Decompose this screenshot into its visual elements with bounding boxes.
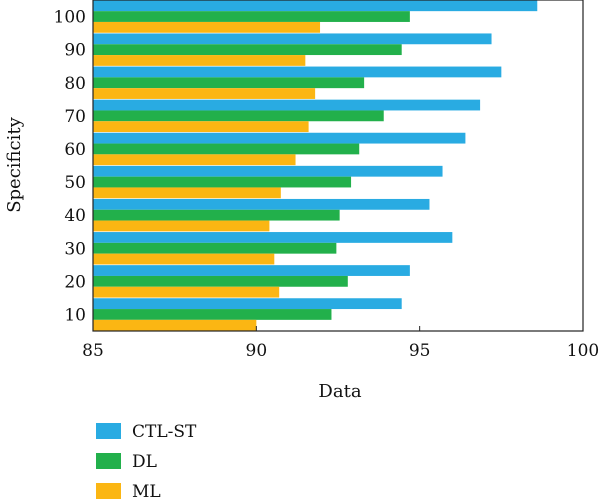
y-tick-label-60: 60 <box>64 140 86 160</box>
bar-dl-70 <box>93 110 384 122</box>
bar-ml-10 <box>93 319 257 331</box>
bar-ml-60 <box>93 154 296 166</box>
bar-ctl-st-40 <box>93 198 430 210</box>
x-tick-label-100: 100 <box>567 341 599 361</box>
bar-ctl-st-60 <box>93 132 466 144</box>
y-tick-label-90: 90 <box>64 41 86 61</box>
bar-ctl-st-10 <box>93 298 402 310</box>
legend-swatch-ctl-st <box>96 423 121 439</box>
plot-frame <box>92 0 584 332</box>
bar-dl-90 <box>93 44 402 56</box>
bar-ml-100 <box>93 21 321 33</box>
x-axis-title: Data <box>318 381 361 402</box>
y-tick-label-20: 20 <box>64 272 86 292</box>
y-tick-label-10: 10 <box>64 305 86 325</box>
legend-swatch-ml <box>96 483 121 499</box>
legend-label-ctl-st: CTL-ST <box>132 422 197 442</box>
bar-ctl-st-20 <box>93 265 410 276</box>
bar-ctl-st-50 <box>93 165 443 177</box>
bar-dl-40 <box>93 209 340 221</box>
y-axis-title: Specificity <box>4 116 25 212</box>
x-tick-label-90: 90 <box>246 341 268 361</box>
x-tick-label-95: 95 <box>409 341 431 361</box>
y-tick-label-70: 70 <box>64 107 86 127</box>
x-tick-label-85: 85 <box>82 341 104 361</box>
bar-ml-20 <box>93 286 280 298</box>
legend-label-dl: DL <box>132 452 157 472</box>
y-tick-label-100: 100 <box>54 8 86 28</box>
bar-ml-50 <box>93 187 281 199</box>
y-axis-ticks: 10 20 30 40 50 60 70 80 90 100 <box>54 8 86 326</box>
y-tick-label-40: 40 <box>64 206 86 226</box>
y-tick-label-50: 50 <box>64 173 86 193</box>
bar-ml-30 <box>93 253 275 265</box>
bar-ctl-st-30 <box>93 232 453 243</box>
bar-ctl-st-100 <box>93 0 538 12</box>
bar-dl-30 <box>93 242 337 254</box>
legend-swatch-dl <box>96 453 121 469</box>
bar-ctl-st-70 <box>93 99 481 111</box>
bar-ml-80 <box>93 88 316 99</box>
bar-ctl-st-90 <box>93 33 492 45</box>
bar-dl-60 <box>93 143 360 155</box>
legend-label-ml: ML <box>132 482 161 501</box>
bar-dl-50 <box>93 176 352 188</box>
bars-layer <box>93 0 538 331</box>
bar-ctl-st-80 <box>93 66 502 78</box>
bar-dl-100 <box>93 11 410 22</box>
legend: CTL-ST DL ML <box>96 422 197 501</box>
y-tick-label-80: 80 <box>64 74 86 94</box>
x-axis-ticks: 85 90 95 100 <box>82 326 599 361</box>
bar-dl-10 <box>93 309 332 320</box>
bar-dl-20 <box>93 275 348 287</box>
y-tick-label-30: 30 <box>64 239 86 259</box>
bar-ml-90 <box>93 55 306 66</box>
bar-dl-80 <box>93 77 365 89</box>
bar-ml-70 <box>93 121 309 133</box>
bar-ml-40 <box>93 220 270 232</box>
